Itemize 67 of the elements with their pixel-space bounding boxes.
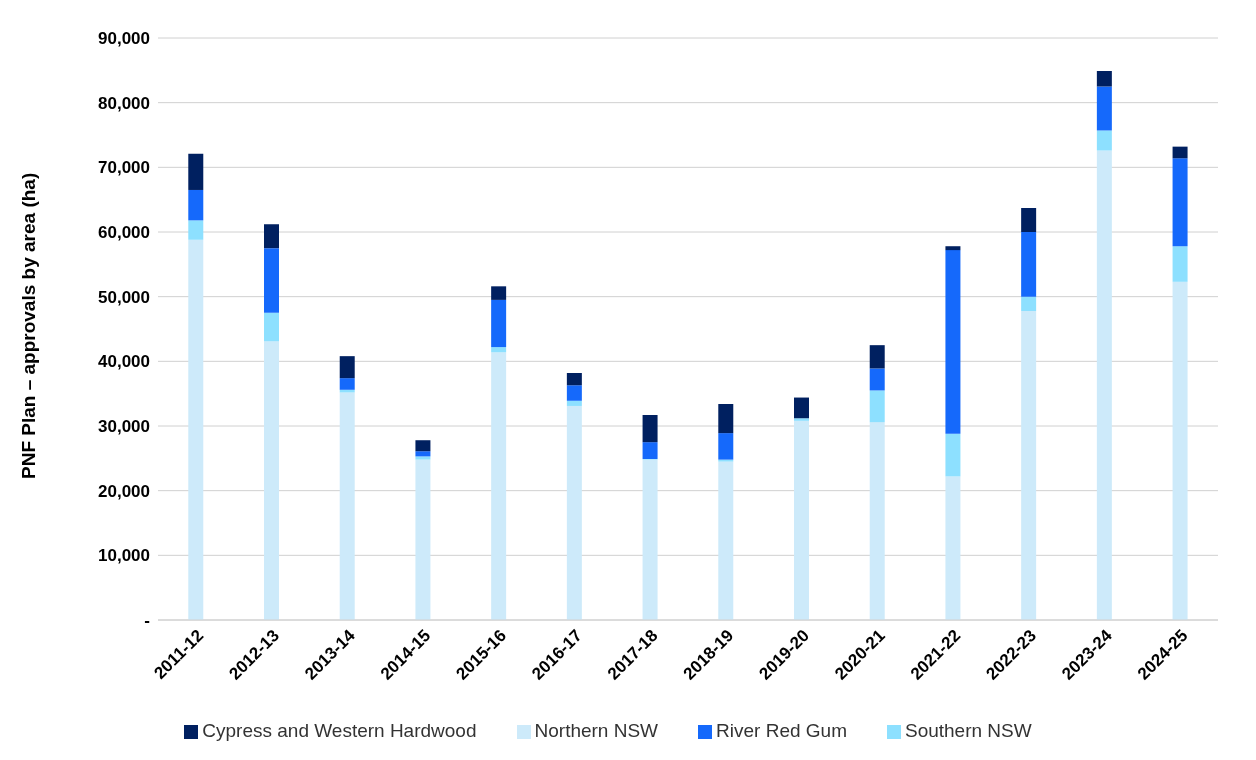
bar: [1172, 146, 1188, 159]
y-tick-label: 60,000: [98, 223, 150, 243]
bar: [1021, 232, 1037, 297]
bar: [869, 368, 885, 391]
bar: [566, 385, 582, 401]
bar: [566, 405, 582, 620]
bar: [642, 415, 658, 443]
bar: [794, 397, 809, 419]
bar: [642, 459, 658, 620]
bar: [718, 433, 734, 460]
bar: [1096, 130, 1112, 151]
bar: [1096, 86, 1112, 131]
y-tick-label: 80,000: [98, 93, 150, 113]
bar: [339, 378, 355, 390]
bar: [339, 356, 355, 379]
bar: [188, 239, 204, 620]
y-tick-label: 40,000: [98, 352, 150, 372]
bar: [566, 372, 582, 386]
bar: [869, 345, 885, 369]
bar: [1096, 70, 1112, 87]
bar: [718, 461, 734, 620]
y-tick-label: 50,000: [98, 287, 150, 307]
y-tick-label: 10,000: [98, 546, 150, 566]
bar: [1021, 208, 1037, 232]
bar: [264, 248, 279, 313]
bar: [1172, 158, 1188, 247]
bar: [415, 440, 431, 452]
bar: [264, 312, 279, 342]
bar: [188, 153, 204, 190]
bar: [415, 456, 431, 460]
bar: [415, 459, 431, 620]
bar: [1096, 150, 1112, 620]
bar: [566, 400, 582, 406]
legend-label: Cypress and Western Hardwood: [202, 720, 477, 741]
bar: [945, 433, 961, 477]
bar: [642, 442, 658, 459]
bar: [869, 422, 885, 620]
y-tick-label: -: [144, 611, 150, 631]
bar: [264, 341, 279, 620]
bar: [491, 299, 507, 348]
bar: [945, 246, 961, 251]
bar: [794, 418, 809, 421]
bar: [1021, 310, 1037, 620]
bar: [1172, 281, 1188, 620]
bar: [264, 224, 279, 249]
y-tick-label: 30,000: [98, 417, 150, 437]
bar: [1172, 246, 1188, 282]
bar: [188, 220, 204, 240]
bar: [339, 392, 355, 620]
bar: [491, 347, 507, 353]
bar: [945, 250, 961, 434]
bar: [794, 420, 809, 620]
legend-label: River Red Gum: [716, 720, 847, 741]
bar: [415, 451, 431, 457]
y-tick-label: 20,000: [98, 481, 150, 501]
legend-label: Southern NSW: [904, 720, 1032, 741]
legend-label: Northern NSW: [534, 720, 659, 741]
bar: [1021, 296, 1037, 311]
y-tick-label: 90,000: [98, 29, 150, 49]
bar: [945, 476, 961, 620]
bar: [718, 404, 734, 434]
y-axis-title: PNF Plan – approvals by area (ha): [17, 172, 39, 479]
bar: [188, 189, 204, 221]
bar: [869, 390, 885, 423]
bar: [491, 352, 507, 620]
y-tick-label: 70,000: [98, 158, 150, 178]
bar: [491, 286, 507, 300]
